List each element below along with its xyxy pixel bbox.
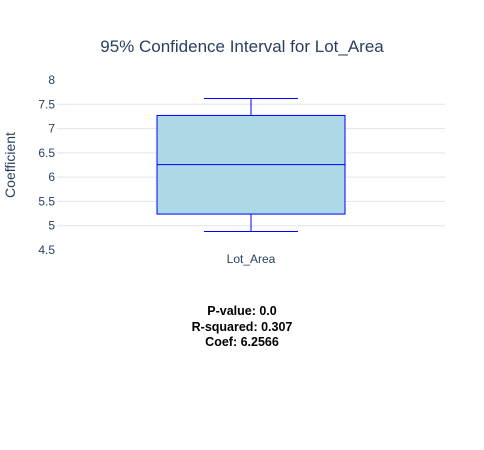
y-tick-label: 5 (48, 219, 55, 233)
y-tick-label: 6.5 (38, 146, 55, 160)
y-tick-label: 5.5 (38, 194, 55, 208)
coef-text: Coef: 6.2566 (205, 335, 279, 349)
p-value-text: P-value: 0.0 (207, 304, 277, 318)
y-tick-label: 4.5 (38, 243, 55, 257)
r-squared-text: R-squared: 0.307 (191, 319, 293, 334)
chart-title: 95% Confidence Interval for Lot_Area (100, 37, 384, 56)
box-plot[interactable] (156, 97, 346, 233)
y-tick-label: 7.5 (38, 97, 55, 111)
stats-panel: P-value: 0.0 R-squared: 0.307 Coef: 6.25… (0, 304, 484, 351)
y-tick-label: 7 (48, 122, 55, 136)
y-axis-ticks: 4.5 5 5.5 6 6.5 7 7.5 8 (38, 73, 55, 257)
y-tick-label: 6 (48, 170, 55, 184)
x-category-label: Lot_Area (227, 252, 276, 266)
y-axis-label: Coefficient (2, 132, 18, 198)
y-tick-label: 8 (48, 73, 55, 87)
